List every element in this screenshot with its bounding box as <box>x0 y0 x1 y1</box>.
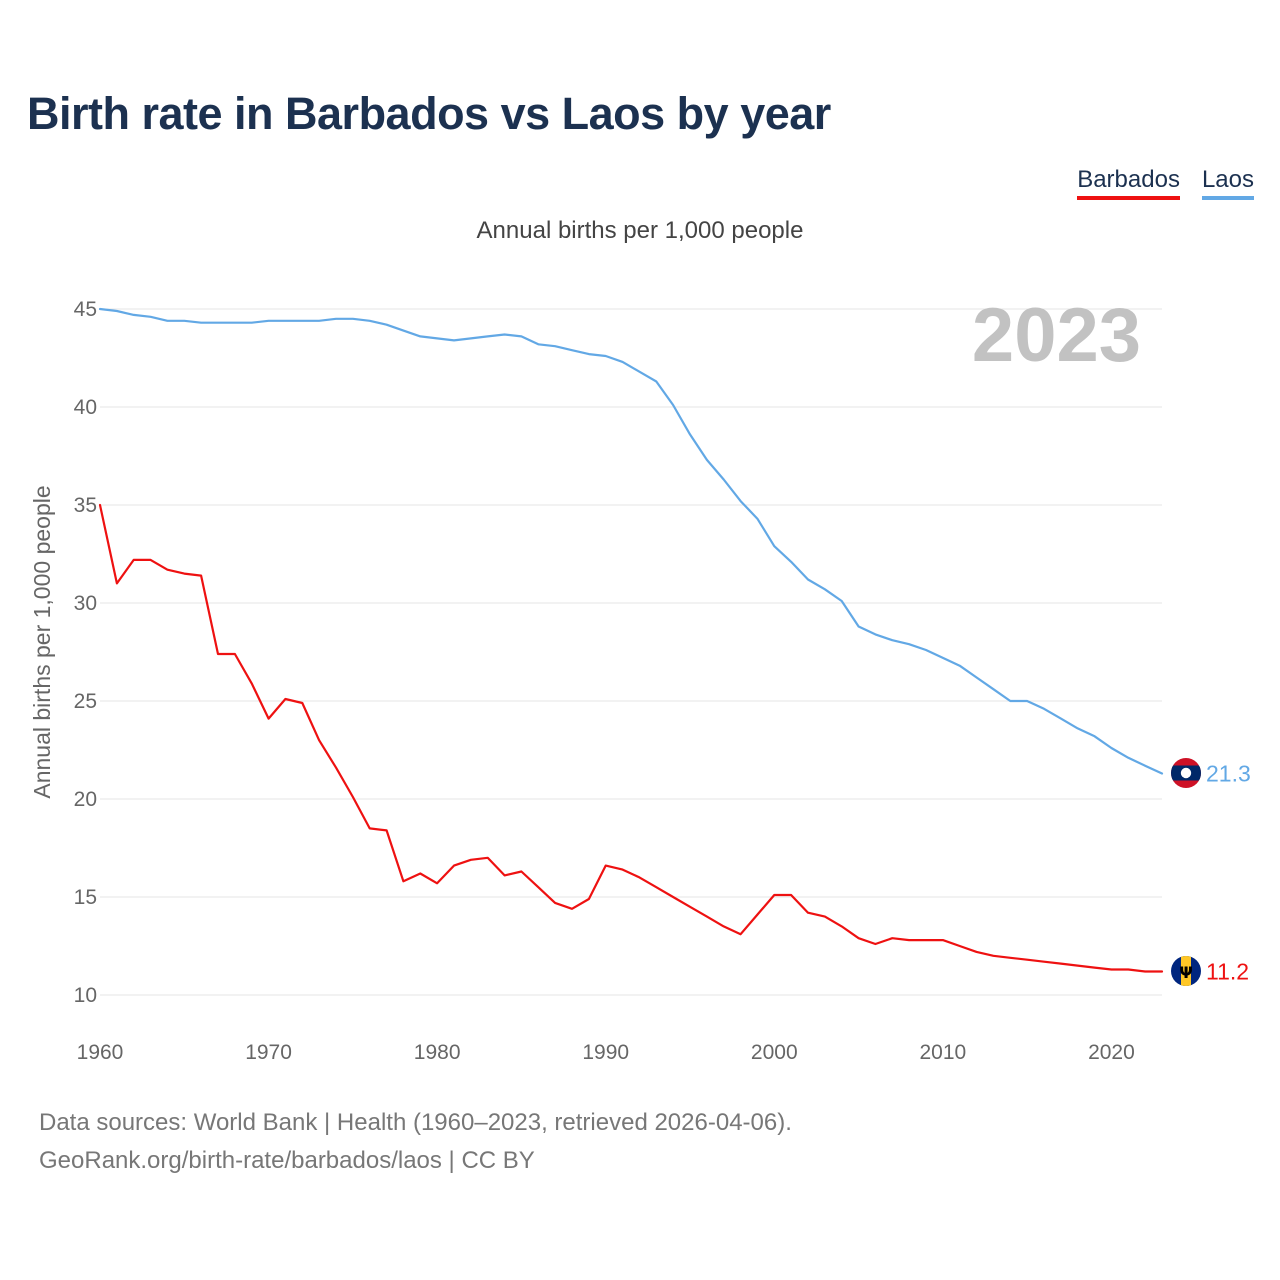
y-axis: 10 15 20 25 30 35 40 45 <box>74 298 97 1007</box>
gridlines <box>100 308 1162 996</box>
x-axis: 1960 1970 1980 1990 2000 2010 2020 <box>77 1041 1135 1064</box>
y-tick-label: 20 <box>74 788 97 811</box>
x-tick-label: 1980 <box>414 1041 461 1064</box>
y-tick-label: 45 <box>74 298 97 321</box>
x-tick-label: 1960 <box>77 1041 124 1064</box>
laos-flag-icon <box>1171 758 1201 788</box>
y-tick-label: 30 <box>74 592 97 615</box>
source-line-1: Data sources: World Bank | Health (1960–… <box>39 1109 792 1136</box>
x-tick-label: 2000 <box>751 1041 798 1064</box>
y-tick-label: 40 <box>74 396 97 419</box>
x-tick-label: 1990 <box>582 1041 629 1064</box>
x-tick-label: 1970 <box>245 1041 292 1064</box>
year-label: 2023 <box>972 293 1141 378</box>
end-value-label-barbados: 11.2 <box>1206 958 1249 984</box>
series-line-laos[interactable] <box>98 307 1164 775</box>
series-lines: 11.2 21.3 <box>98 307 1251 984</box>
chart-title: Birth rate in Barbados vs Laos by year <box>27 88 831 139</box>
end-value-label-laos: 21.3 <box>1206 761 1251 787</box>
legend-item-laos[interactable]: Laos <box>1201 166 1254 200</box>
series-line-barbados[interactable] <box>98 503 1164 973</box>
legend: Barbados Laos <box>1077 166 1254 200</box>
source-line-2[interactable]: GeoRank.org/birth-rate/barbados/laos | C… <box>39 1147 535 1174</box>
y-tick-label: 35 <box>74 494 97 517</box>
source-note: Data sources: World Bank | Health (1960–… <box>39 1104 792 1180</box>
y-tick-label: 10 <box>74 984 97 1007</box>
chart-subtitle: Annual births per 1,000 people <box>476 217 804 244</box>
y-tick-label: 25 <box>74 690 97 713</box>
x-tick-label: 2020 <box>1088 1041 1135 1064</box>
y-axis-title: Annual births per 1,000 people <box>29 485 55 798</box>
x-tick-label: 2010 <box>919 1041 966 1064</box>
y-tick-label: 15 <box>74 886 97 909</box>
svg-text:Ψ: Ψ <box>1179 963 1193 982</box>
legend-item-barbados[interactable]: Barbados <box>1077 166 1180 200</box>
barbados-flag-icon: Ψ <box>1171 956 1201 986</box>
